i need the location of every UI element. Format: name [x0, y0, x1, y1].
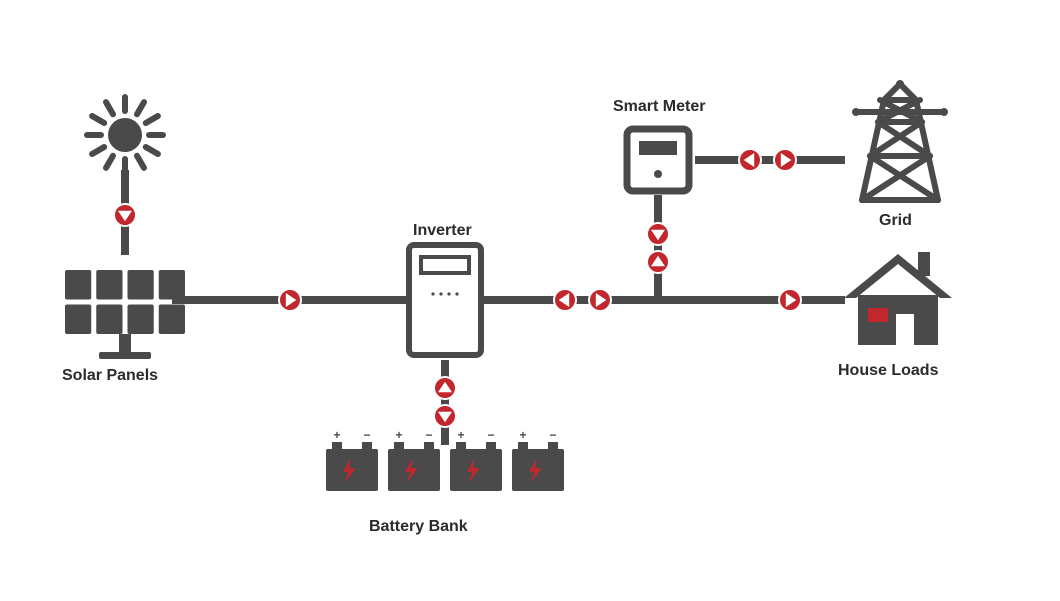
svg-text:−: − [363, 428, 370, 442]
svg-text:+: + [333, 428, 340, 442]
house-loads-label: House Loads [838, 362, 938, 380]
flow-marker [434, 405, 456, 427]
flow-marker [647, 223, 669, 245]
svg-text:−: − [425, 428, 432, 442]
flow-marker [589, 289, 611, 311]
grid-tower-icon [852, 80, 948, 200]
sun-icon [87, 97, 163, 173]
solar-panel-icon [65, 270, 185, 359]
flow-marker [554, 289, 576, 311]
solar-panels-label: Solar Panels [62, 367, 158, 385]
flow-marker [279, 289, 301, 311]
inverter-icon [409, 245, 481, 355]
house-icon [844, 252, 952, 345]
inverter-label: Inverter [413, 222, 472, 240]
battery-bank-label: Battery Bank [369, 518, 468, 536]
svg-text:+: + [519, 428, 526, 442]
flow-marker [739, 149, 761, 171]
flow-marker [779, 289, 801, 311]
svg-text:+: + [457, 428, 464, 442]
flow-marker [774, 149, 796, 171]
svg-text:−: − [487, 428, 494, 442]
flow-marker [114, 204, 136, 226]
svg-text:−: − [549, 428, 556, 442]
flow-marker [647, 251, 669, 273]
flow-marker [434, 377, 456, 399]
svg-text:+: + [395, 428, 402, 442]
smart-meter-icon [627, 129, 689, 191]
smart-meter-label: Smart Meter [613, 98, 705, 116]
grid-label: Grid [879, 212, 912, 230]
